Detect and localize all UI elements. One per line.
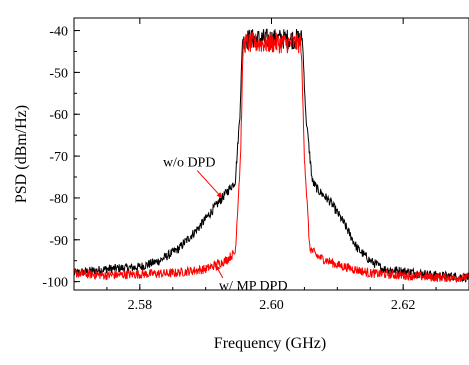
y-axis-label: PSD (dBm/Hz)	[13, 105, 30, 203]
annotation-wo-dpd: w/o DPD	[163, 156, 216, 171]
x-axis-label: Frequency (GHz)	[214, 335, 326, 352]
y-tick-label: -100	[42, 276, 68, 291]
y-tick-label: -50	[49, 66, 68, 81]
y-tick-label: -80	[49, 192, 68, 207]
annotation-w-mp-dpd: w/ MP DPD	[219, 279, 288, 294]
axis-ticks: 2.58 2.60 2.62 -40 -50 -60 -70 -80 -90 -100	[42, 18, 469, 313]
y-tick-label: -70	[49, 150, 68, 165]
series-line-red	[73, 31, 469, 284]
y-tick-label: -60	[49, 108, 68, 123]
annotation-arrow	[196, 170, 223, 199]
annotations: w/o DPD w/ MP DPD	[163, 156, 288, 294]
series-line-black	[73, 28, 469, 283]
x-tick-label: 2.62	[391, 298, 416, 313]
x-tick-label: 2.58	[128, 298, 153, 313]
annotation-arrowhead	[215, 264, 221, 271]
annotation-arrowhead	[216, 192, 223, 198]
y-tick-label: -90	[49, 234, 68, 249]
plot-frame	[73, 17, 469, 291]
x-tick-label: 2.60	[259, 298, 284, 313]
y-tick-label: -40	[49, 25, 68, 40]
series-layer	[73, 28, 469, 284]
